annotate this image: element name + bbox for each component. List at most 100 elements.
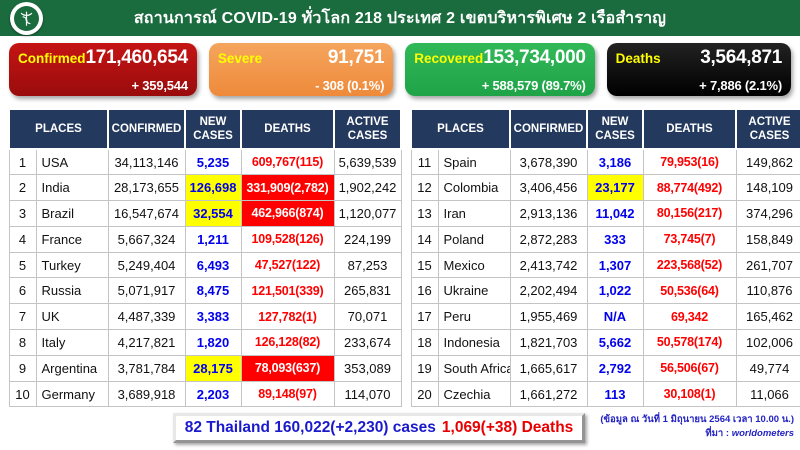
place-cell: India <box>35 174 109 202</box>
new-cases-cell: 1,211 <box>184 225 242 253</box>
active-cases-cell: 148,109 <box>735 174 800 202</box>
rank-cell: 15 <box>410 251 439 279</box>
table-row: 5 Turkey 5,249,404 6,493 47,527(122) 87,… <box>8 251 402 279</box>
table-row: 13 Iran 2,913,136 11,042 80,156(217) 374… <box>410 200 800 227</box>
table-body-left: 1 USA 34,113,146 5,235 609,767(115) 5,63… <box>8 148 402 408</box>
new-cases-cell: 3,186 <box>586 148 644 176</box>
deaths-delta: + 7,886 (2.1%) <box>699 78 783 93</box>
confirmed-cell: 34,113,146 <box>107 148 186 176</box>
active-cases-cell: 149,862 <box>735 148 800 176</box>
new-cases-cell: 5,235 <box>184 148 242 176</box>
table-row: 4 France 5,667,324 1,211 109,528(126) 22… <box>8 225 402 253</box>
rank-cell: 10 <box>8 380 37 408</box>
deaths-cell: 609,767(115) <box>240 148 335 176</box>
severe-value: 91,751 <box>327 47 385 68</box>
deaths-card: Deaths 3,564,871 + 7,886 (2.1%) <box>606 43 792 96</box>
data-source-note: (ข้อมูล ณ วันที่ 1 มิถุนายน 2564 เวลา 10… <box>600 413 794 441</box>
new-cases-cell: 8,475 <box>184 277 242 305</box>
place-cell: Spain <box>437 148 511 176</box>
rank-cell: 16 <box>410 277 439 305</box>
countries-table-right: PLACES CONFIRMED NEW CASES DEATHS ACTIVE… <box>410 108 800 408</box>
rank-cell: 8 <box>8 329 37 356</box>
source-name: worldometers <box>731 428 794 440</box>
source-prefix: ที่มา : <box>705 428 730 440</box>
new-cases-cell: 126,698 <box>184 174 242 202</box>
new-cases-cell: 6,493 <box>184 251 242 279</box>
table-row: 11 Spain 3,678,390 3,186 79,953(16) 149,… <box>410 148 800 176</box>
confirmed-cell: 2,413,742 <box>509 251 588 279</box>
place-cell: Turkey <box>35 251 109 279</box>
place-cell: UK <box>35 303 109 331</box>
new-cases-cell: N/A <box>586 303 644 331</box>
table-row: 3 Brazil 16,547,674 32,554 462,966(874) … <box>8 200 402 227</box>
table-header-right: PLACES CONFIRMED NEW CASES DEATHS ACTIVE… <box>410 108 800 150</box>
confirmed-cell: 3,781,784 <box>107 354 186 382</box>
source-line: ที่มา : worldometers <box>600 427 794 441</box>
summary-cards: Confirmed 171,460,654 + 359,544 Severe 9… <box>0 36 800 100</box>
active-cases-cell: 1,120,077 <box>333 200 402 227</box>
col-header-new-cases: NEW CASES <box>184 108 242 150</box>
recovered-card: Recovered 153,734,000 + 588,579 (89.7%) <box>405 43 595 96</box>
place-cell: Germany <box>35 380 109 408</box>
active-cases-cell: 49,774 <box>735 354 800 382</box>
active-cases-cell: 165,462 <box>735 303 800 331</box>
new-cases-cell: 1,307 <box>586 251 644 279</box>
table-header-left: PLACES CONFIRMED NEW CASES DEATHS ACTIVE… <box>8 108 402 150</box>
moph-logo-icon <box>10 2 43 35</box>
new-cases-cell: 333 <box>586 225 644 253</box>
deaths-cell: 89,148(97) <box>240 380 335 408</box>
deaths-cell: 223,568(52) <box>642 251 737 279</box>
place-cell: Poland <box>437 225 511 253</box>
place-cell: Colombia <box>437 174 511 202</box>
active-cases-cell: 1,902,242 <box>333 174 402 202</box>
confirmed-cell: 3,406,456 <box>509 174 588 202</box>
confirmed-label: Confirmed <box>18 51 86 66</box>
table-row: 9 Argentina 3,781,784 28,175 78,093(637)… <box>8 354 402 382</box>
col-header-places: PLACES <box>8 108 109 150</box>
confirmed-cell: 2,872,283 <box>509 225 588 253</box>
table-body-right: 11 Spain 3,678,390 3,186 79,953(16) 149,… <box>410 148 800 408</box>
rank-cell: 14 <box>410 225 439 253</box>
deaths-cell: 50,578(174) <box>642 329 737 356</box>
place-cell: Brazil <box>35 200 109 227</box>
active-cases-cell: 158,849 <box>735 225 800 253</box>
place-cell: Mexico <box>437 251 511 279</box>
confirmed-cell: 4,217,821 <box>107 329 186 356</box>
countries-table-left: PLACES CONFIRMED NEW CASES DEATHS ACTIVE… <box>8 108 402 408</box>
table-row: 12 Colombia 3,406,456 23,177 88,774(492)… <box>410 174 800 202</box>
active-cases-cell: 110,876 <box>735 277 800 305</box>
deaths-cell: 88,774(492) <box>642 174 737 202</box>
rank-cell: 4 <box>8 225 37 253</box>
deaths-cell: 78,093(637) <box>240 354 335 382</box>
thailand-deaths-text: 1,069(+38) Deaths <box>441 419 574 437</box>
table-row: 18 Indonesia 1,821,703 5,662 50,578(174)… <box>410 329 800 356</box>
confirmed-cell: 3,678,390 <box>509 148 588 176</box>
rank-cell: 20 <box>410 380 439 408</box>
place-cell: France <box>35 225 109 253</box>
deaths-cell: 462,966(874) <box>240 200 335 227</box>
deaths-value: 3,564,871 <box>700 47 783 68</box>
confirmed-cell: 5,071,917 <box>107 277 186 305</box>
confirmed-cell: 3,689,918 <box>107 380 186 408</box>
col-header-active-cases: ACTIVE CASES <box>333 108 402 150</box>
deaths-cell: 79,953(16) <box>642 148 737 176</box>
new-cases-cell: 2,203 <box>184 380 242 408</box>
active-cases-cell: 114,070 <box>333 380 402 408</box>
caduceus-icon <box>14 6 39 31</box>
active-cases-cell: 70,071 <box>333 303 402 331</box>
rank-cell: 13 <box>410 200 439 227</box>
new-cases-cell: 32,554 <box>184 200 242 227</box>
active-cases-cell: 233,674 <box>333 329 402 356</box>
col-header-deaths: DEATHS <box>642 108 737 150</box>
active-cases-cell: 374,296 <box>735 200 800 227</box>
col-header-places: PLACES <box>410 108 511 150</box>
confirmed-cell: 5,667,324 <box>107 225 186 253</box>
severe-delta: - 308 (0.1%) <box>315 78 385 93</box>
col-header-active-cases: ACTIVE CASES <box>735 108 800 150</box>
deaths-cell: 331,909(2,782) <box>240 174 335 202</box>
active-cases-cell: 353,089 <box>333 354 402 382</box>
active-cases-cell: 265,831 <box>333 277 402 305</box>
deaths-cell: 69,342 <box>642 303 737 331</box>
table-row: 8 Italy 4,217,821 1,820 126,128(82) 233,… <box>8 329 402 356</box>
